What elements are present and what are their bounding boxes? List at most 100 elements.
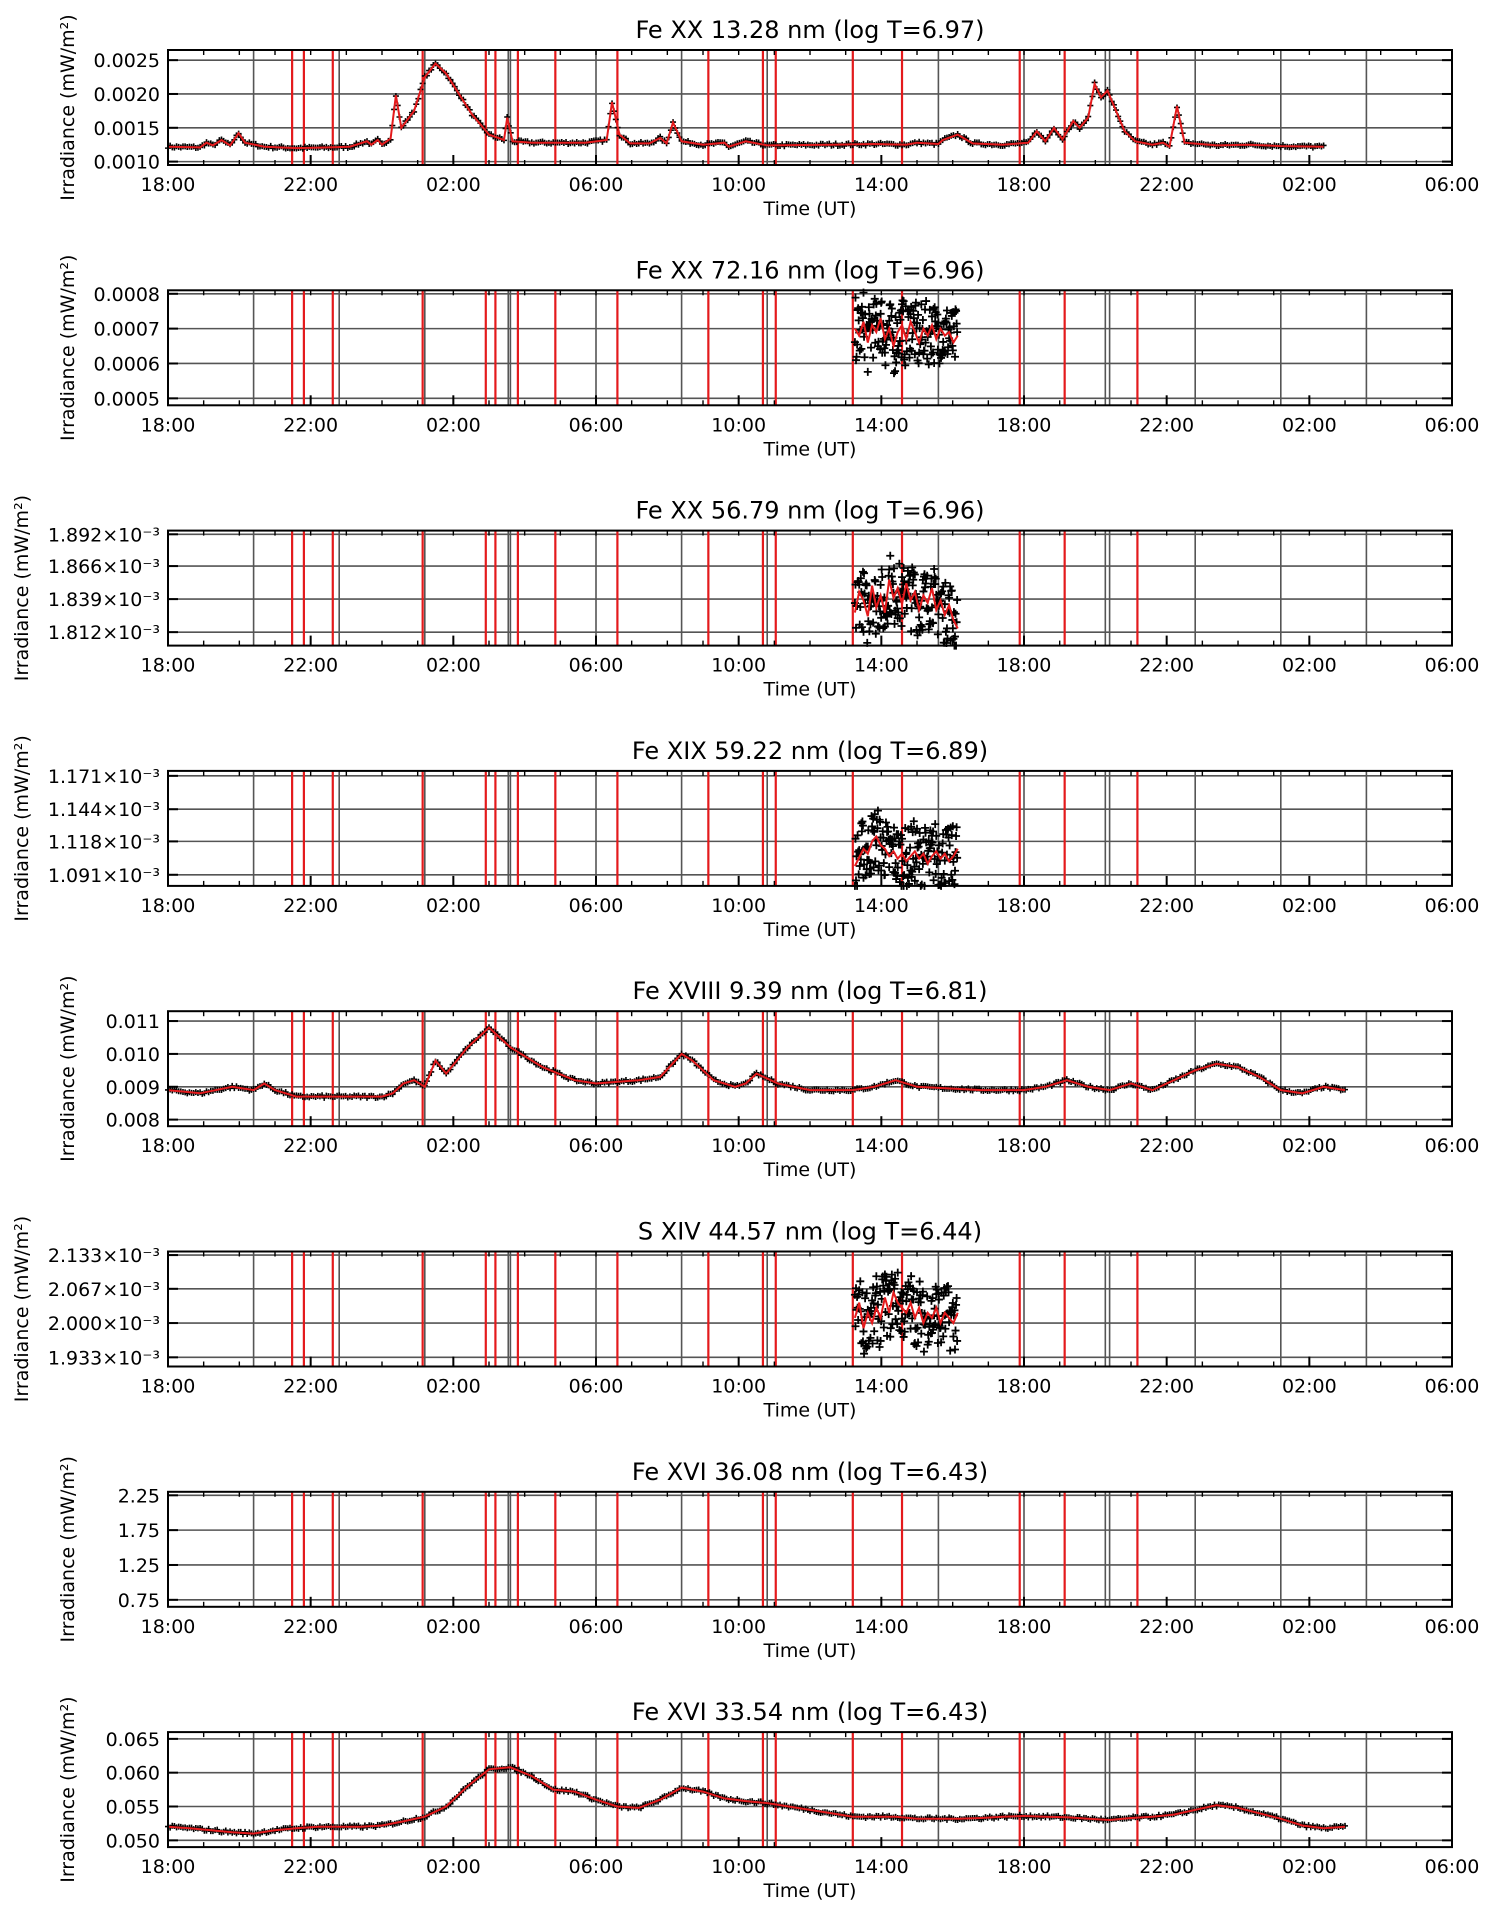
x-tick-label: 18:00 [997,414,1052,436]
x-tick-label: 22:00 [283,414,338,436]
series-line [853,579,959,629]
y-tick-label: 0.060 [106,1763,160,1785]
y-tick-label: 1.866×10⁻³ [48,556,160,578]
x-tick-label: 22:00 [1139,1616,1194,1638]
series-markers [165,1024,1348,1101]
x-tick-label: 14:00 [854,1135,909,1157]
x-tick-label: 22:00 [1139,655,1194,677]
x-tick-label: 10:00 [711,414,766,436]
y-tick-label: 1.839×10⁻³ [48,589,160,611]
x-tick-label: 06:00 [1425,655,1480,677]
series-markers [850,806,962,890]
x-tick-label: 02:00 [1282,895,1337,917]
x-tick-label: 02:00 [426,895,481,917]
x-tick-label: 22:00 [1139,1856,1194,1878]
x-tick-label: 18:00 [997,1856,1052,1878]
chart-title: Fe XX 72.16 nm (log T=6.96) [635,256,984,284]
series-line [167,1026,1346,1098]
x-tick-label: 22:00 [283,1376,338,1398]
y-tick-label: 2.000×10⁻³ [48,1313,160,1335]
chart-title: Fe XVIII 9.39 nm (log T=6.81) [632,977,987,1005]
y-tick-label: 0.050 [106,1830,160,1852]
y-tick-label: 0.0020 [94,84,160,106]
series-line [854,834,959,867]
y-axis-label: Irradiance (mW/m²) [11,1216,33,1402]
x-tick-label: 06:00 [569,1856,624,1878]
y-tick-label: 0.011 [106,1011,160,1033]
series-line [854,317,959,350]
x-axis-label: Time (UT) [763,1400,857,1422]
plot-frame [167,529,1453,647]
x-tick-label: 18:00 [141,895,196,917]
y-axis-label: Irradiance (mW/m²) [11,735,33,921]
x-axis-label: Time (UT) [763,1880,857,1902]
x-tick-label: 06:00 [1425,1856,1480,1878]
y-axis-label: Irradiance (mW/m²) [11,495,33,681]
x-tick-label: 22:00 [1139,895,1194,917]
y-tick-label: 0.009 [106,1077,160,1099]
chart-title: Fe XX 56.79 nm (log T=6.96) [635,497,984,525]
x-tick-label: 18:00 [141,1856,196,1878]
x-axis-label: Time (UT) [763,919,857,941]
series-line [167,62,1324,150]
plot-frame [167,1010,1453,1128]
x-axis-label: Time (UT) [763,198,857,220]
y-tick-label: 1.171×10⁻³ [48,766,160,788]
x-tick-label: 02:00 [426,1376,481,1398]
y-tick-label: 1.091×10⁻³ [48,865,160,887]
x-tick-label: 18:00 [997,1135,1052,1157]
x-tick-label: 02:00 [426,1135,481,1157]
x-tick-label: 06:00 [1425,1616,1480,1638]
x-tick-label: 22:00 [1139,1135,1194,1157]
x-tick-label: 18:00 [997,655,1052,677]
x-tick-label: 06:00 [569,655,624,677]
y-tick-label: 0.0005 [94,388,160,410]
plot-frame [167,769,1453,887]
x-tick-label: 18:00 [141,1376,196,1398]
panel-4: Fe XVIII 9.39 nm (log T=6.81) 0.008 0.009 0… [57,976,1479,1182]
x-tick-label: 02:00 [1282,655,1337,677]
y-tick-label: 2.133×10⁻³ [48,1245,160,1267]
x-tick-label: 02:00 [426,1616,481,1638]
panel-6: Fe XVI 36.08 nm (log T=6.43) 0.75 1.25 1.75… [57,1456,1479,1662]
panel-0: Fe XX 13.28 nm (log T=6.97) 0.0010 0.0015 0… [57,14,1479,220]
x-tick-label: 10:00 [711,655,766,677]
y-tick-label: 0.0015 [94,118,160,140]
x-tick-label: 22:00 [283,895,338,917]
plot-frame [167,289,1453,407]
y-tick-label: 0.065 [106,1729,160,1751]
x-tick-label: 14:00 [854,1376,909,1398]
y-tick-label: 1.892×10⁻³ [48,524,160,546]
x-tick-label: 22:00 [1139,1376,1194,1398]
x-tick-label: 10:00 [711,1616,766,1638]
x-tick-label: 02:00 [1282,1856,1337,1878]
x-tick-label: 06:00 [569,174,624,196]
x-tick-label: 22:00 [283,655,338,677]
chart-title: S XIV 44.57 nm (log T=6.44) [638,1218,982,1246]
x-axis-label: Time (UT) [763,1640,857,1662]
x-tick-label: 18:00 [997,1376,1052,1398]
y-tick-label: 1.144×10⁻³ [48,799,160,821]
x-tick-label: 02:00 [426,174,481,196]
x-tick-label: 18:00 [997,174,1052,196]
x-tick-label: 02:00 [1282,1135,1337,1157]
x-tick-label: 06:00 [1425,1376,1480,1398]
x-axis-label: Time (UT) [763,438,857,460]
y-axis-label: Irradiance (mW/m²) [57,1696,79,1882]
x-tick-label: 14:00 [854,1616,909,1638]
x-tick-label: 02:00 [426,414,481,436]
x-tick-label: 22:00 [283,1135,338,1157]
x-tick-label: 22:00 [283,1856,338,1878]
y-tick-label: 1.933×10⁻³ [48,1347,160,1369]
x-tick-label: 06:00 [569,414,624,436]
y-axis-label: Irradiance (mW/m²) [57,1456,79,1642]
x-axis-label: Time (UT) [763,679,857,701]
y-tick-label: 0.0025 [94,50,160,72]
series-line [853,1289,959,1329]
x-tick-label: 18:00 [997,1616,1052,1638]
chart-title: Fe XVI 33.54 nm (log T=6.43) [632,1698,988,1726]
y-tick-label: 0.055 [106,1797,160,1819]
x-tick-label: 18:00 [141,1616,196,1638]
x-tick-label: 10:00 [711,174,766,196]
x-tick-label: 02:00 [1282,174,1337,196]
